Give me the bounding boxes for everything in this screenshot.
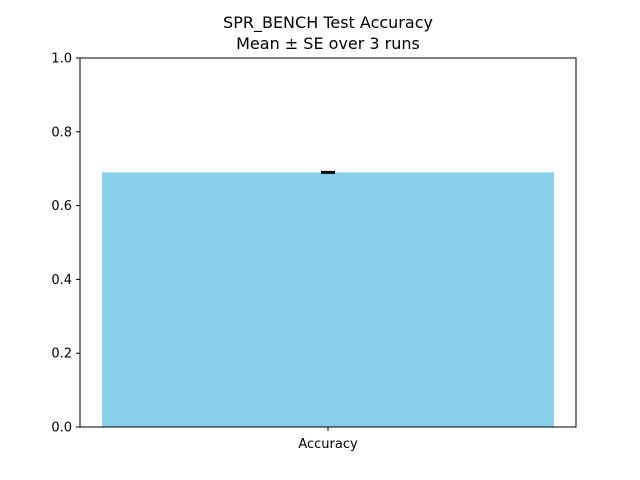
x-axis-ticks: Accuracy bbox=[298, 427, 358, 452]
chart-title: SPR_BENCH Test Accuracy bbox=[223, 13, 433, 33]
y-tick-label: 0.2 bbox=[51, 347, 72, 362]
error-bars bbox=[321, 170, 335, 174]
bar-series bbox=[102, 172, 554, 427]
y-tick-label: 1.0 bbox=[51, 52, 72, 67]
plot-area-frame bbox=[79, 57, 577, 428]
y-tick-label: 0.6 bbox=[51, 199, 72, 214]
bar-accuracy bbox=[102, 172, 554, 427]
y-tick-label: 0.4 bbox=[51, 273, 72, 288]
x-tick-label: Accuracy bbox=[298, 437, 358, 452]
y-tick-label: 0.0 bbox=[51, 421, 72, 436]
chart-subtitle: Mean ± SE over 3 runs bbox=[236, 34, 420, 53]
y-axis-ticks: 0.0 0.2 0.4 0.6 0.8 1.0 bbox=[51, 52, 80, 436]
y-tick-label: 0.8 bbox=[51, 125, 72, 140]
